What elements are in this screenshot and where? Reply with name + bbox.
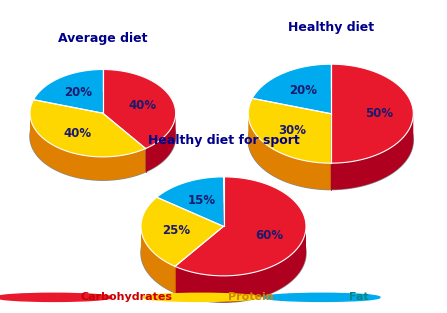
Polygon shape [157,177,224,226]
Text: 60%: 60% [255,229,283,242]
Polygon shape [248,112,331,190]
Polygon shape [30,93,176,180]
Text: 30%: 30% [278,124,306,137]
Circle shape [0,293,112,301]
Text: Healthy diet for sport: Healthy diet for sport [148,134,299,147]
Text: Protein: Protein [228,292,274,302]
Polygon shape [141,225,175,293]
Polygon shape [34,69,103,113]
Text: Fat: Fat [349,292,368,302]
Polygon shape [331,64,413,163]
Text: 40%: 40% [129,99,157,112]
Text: 15%: 15% [188,194,216,207]
Text: 25%: 25% [162,224,190,237]
Text: Carbohydrates: Carbohydrates [80,292,173,302]
Polygon shape [175,177,306,276]
Text: 20%: 20% [289,84,316,97]
Text: Healthy diet: Healthy diet [288,21,374,34]
Text: 50%: 50% [365,107,393,120]
Polygon shape [248,90,413,190]
Polygon shape [103,69,176,149]
Text: Average diet: Average diet [58,32,148,45]
Polygon shape [30,100,146,157]
Polygon shape [175,225,306,302]
Polygon shape [331,112,413,190]
Circle shape [143,293,259,301]
Polygon shape [146,112,176,172]
Circle shape [264,293,380,301]
Polygon shape [30,112,146,180]
Polygon shape [252,64,331,114]
Polygon shape [141,203,306,302]
Text: 40%: 40% [64,127,92,140]
Text: 20%: 20% [64,86,92,99]
Polygon shape [248,98,331,163]
Polygon shape [141,197,224,266]
